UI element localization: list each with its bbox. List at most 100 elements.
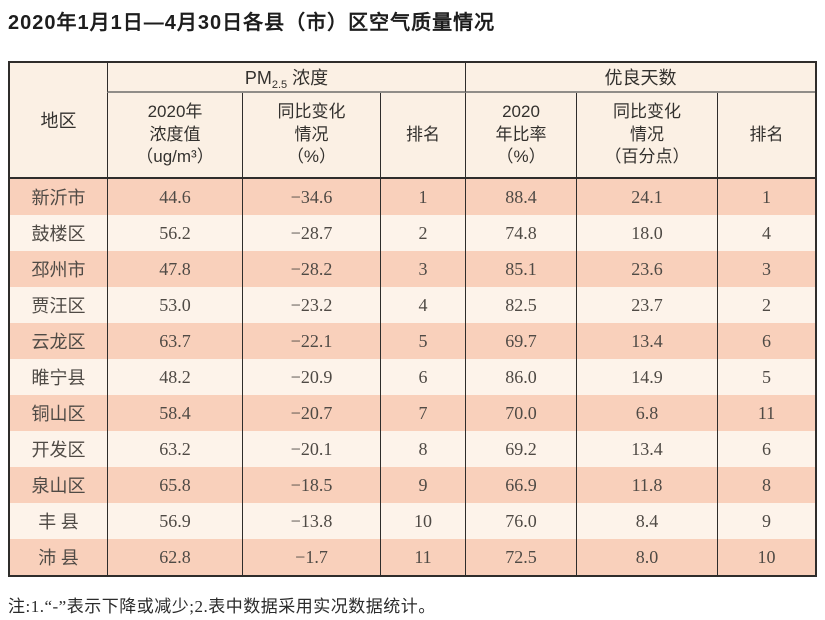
table-row: 沛 县 62.8 −1.7 11 72.5 8.0 10	[10, 539, 816, 575]
table-row: 鼓楼区 56.2 −28.7 2 74.8 18.0 4	[10, 215, 816, 251]
good-change-cell: 14.9	[576, 359, 718, 395]
good-ratio-cell: 88.4	[465, 179, 577, 215]
pm-change-cell: −18.5	[242, 467, 380, 503]
region-cell: 邳州市	[10, 251, 107, 287]
good-ratio-cell: 82.5	[465, 287, 577, 323]
pm-change-cell: −20.9	[242, 359, 380, 395]
pm-change-cell: −28.2	[242, 251, 380, 287]
good-change-cell: 6.8	[576, 395, 718, 431]
good-change-cell: 23.7	[576, 287, 718, 323]
table-header: 地区 PM2.5 浓度 优良天数 2020年 浓度值 （ug/m³） 同比变化 情…	[10, 63, 816, 179]
table-row: 新沂市 44.6 −34.6 1 88.4 24.1 1	[10, 179, 816, 215]
pm-value-cell: 53.0	[107, 287, 242, 323]
column-group-good-days: 优良天数	[465, 63, 816, 93]
good-rank-cell: 5	[717, 359, 816, 395]
footnote: 注:1.“-”表示下降或减少;2.表中数据采用实况数据统计。	[8, 597, 436, 616]
page-title: 2020年1月1日—4月30日各县（市）区空气质量情况	[8, 12, 496, 34]
pm-rank-cell: 7	[380, 395, 466, 431]
pm-value-cell: 56.9	[107, 503, 242, 539]
table-row: 开发区 63.2 −20.1 8 69.2 13.4 6	[10, 431, 816, 467]
pm-rank-cell: 1	[380, 179, 466, 215]
pm-rank-cell: 3	[380, 251, 466, 287]
pm-change-cell: −20.7	[242, 395, 380, 431]
good-change-cell: 24.1	[576, 179, 718, 215]
pm-value-cell: 48.2	[107, 359, 242, 395]
pm-rank-cell: 8	[380, 431, 466, 467]
pm-rank-cell: 6	[380, 359, 466, 395]
good-change-cell: 18.0	[576, 215, 718, 251]
table-row: 睢宁县 48.2 −20.9 6 86.0 14.9 5	[10, 359, 816, 395]
pm-change-cell: −13.8	[242, 503, 380, 539]
pm-change-cell: −22.1	[242, 323, 380, 359]
pm-value-cell: 62.8	[107, 539, 242, 575]
region-cell: 新沂市	[10, 179, 107, 215]
good-ratio-cell: 70.0	[465, 395, 577, 431]
header-group-row: 地区 PM2.5 浓度 优良天数	[10, 63, 816, 179]
good-rank-cell: 2	[717, 287, 816, 323]
pm-value-cell: 63.2	[107, 431, 242, 467]
region-cell: 沛 县	[10, 539, 107, 575]
column-header-good-change: 同比变化 情况 （百分点）	[576, 93, 718, 179]
pm-value-cell: 56.2	[107, 215, 242, 251]
pm-change-cell: −28.7	[242, 215, 380, 251]
good-ratio-cell: 69.2	[465, 431, 577, 467]
pm-change-cell: −34.6	[242, 179, 380, 215]
pm-rank-cell: 4	[380, 287, 466, 323]
pm-rank-cell: 10	[380, 503, 466, 539]
good-change-cell: 8.0	[576, 539, 718, 575]
pm-change-cell: −23.2	[242, 287, 380, 323]
table-row: 邳州市 47.8 −28.2 3 85.1 23.6 3	[10, 251, 816, 287]
good-ratio-cell: 86.0	[465, 359, 577, 395]
pm25-label: PM	[244, 67, 272, 88]
table-body: 新沂市 44.6 −34.6 1 88.4 24.1 1 鼓楼区 56.2 −28.7 2 74.8 1…	[10, 179, 816, 575]
header-sub-row: 2020年 浓度值 （ug/m³） 同比变化 情况 （%） 排名 2020 年比…	[10, 93, 816, 179]
column-header-region: 地区	[10, 63, 107, 179]
column-header-pm-value: 2020年 浓度值 （ug/m³）	[107, 93, 242, 179]
good-ratio-cell: 74.8	[465, 215, 577, 251]
pm-value-cell: 58.4	[107, 395, 242, 431]
region-cell: 睢宁县	[10, 359, 107, 395]
good-rank-cell: 8	[717, 467, 816, 503]
good-change-cell: 8.4	[576, 503, 718, 539]
column-group-pm25: PM2.5 浓度	[107, 63, 466, 93]
good-rank-cell: 6	[717, 431, 816, 467]
pm25-subscript: 2.5	[271, 78, 288, 91]
table-row: 铜山区 58.4 −20.7 7 70.0 6.8 11	[10, 395, 816, 431]
good-change-cell: 11.8	[576, 467, 718, 503]
good-ratio-cell: 85.1	[465, 251, 577, 287]
good-rank-cell: 4	[717, 215, 816, 251]
pm-value-cell: 63.7	[107, 323, 242, 359]
pm-rank-cell: 9	[380, 467, 466, 503]
good-rank-cell: 6	[717, 323, 816, 359]
good-change-cell: 13.4	[576, 323, 718, 359]
good-change-cell: 23.6	[576, 251, 718, 287]
good-change-cell: 13.4	[576, 431, 718, 467]
table-row: 丰 县 56.9 −13.8 10 76.0 8.4 9	[10, 503, 816, 539]
column-header-pm-rank: 排名	[380, 93, 466, 179]
table-row: 云龙区 63.7 −22.1 5 69.7 13.4 6	[10, 323, 816, 359]
pm-value-cell: 44.6	[107, 179, 242, 215]
pm-value-cell: 65.8	[107, 467, 242, 503]
region-cell: 鼓楼区	[10, 215, 107, 251]
table-row: 贾汪区 53.0 −23.2 4 82.5 23.7 2	[10, 287, 816, 323]
pm-rank-cell: 11	[380, 539, 466, 575]
region-cell: 丰 县	[10, 503, 107, 539]
good-ratio-cell: 76.0	[465, 503, 577, 539]
column-header-good-ratio: 2020 年比率 （%）	[465, 93, 577, 179]
region-cell: 云龙区	[10, 323, 107, 359]
region-cell: 铜山区	[10, 395, 107, 431]
column-header-pm-change: 同比变化 情况 （%）	[242, 93, 380, 179]
good-ratio-cell: 69.7	[465, 323, 577, 359]
good-ratio-cell: 72.5	[465, 539, 577, 575]
region-cell: 泉山区	[10, 467, 107, 503]
pm-change-cell: −20.1	[242, 431, 380, 467]
good-rank-cell: 9	[717, 503, 816, 539]
air-quality-table: 地区 PM2.5 浓度 优良天数 2020年 浓度值 （ug/m³） 同比变化 情…	[8, 61, 818, 577]
good-rank-cell: 11	[717, 395, 816, 431]
pm-rank-cell: 2	[380, 215, 466, 251]
good-rank-cell: 3	[717, 251, 816, 287]
pm25-concentration-label: 浓度	[292, 67, 329, 88]
table-row: 泉山区 65.8 −18.5 9 66.9 11.8 8	[10, 467, 816, 503]
good-rank-cell: 1	[717, 179, 816, 215]
